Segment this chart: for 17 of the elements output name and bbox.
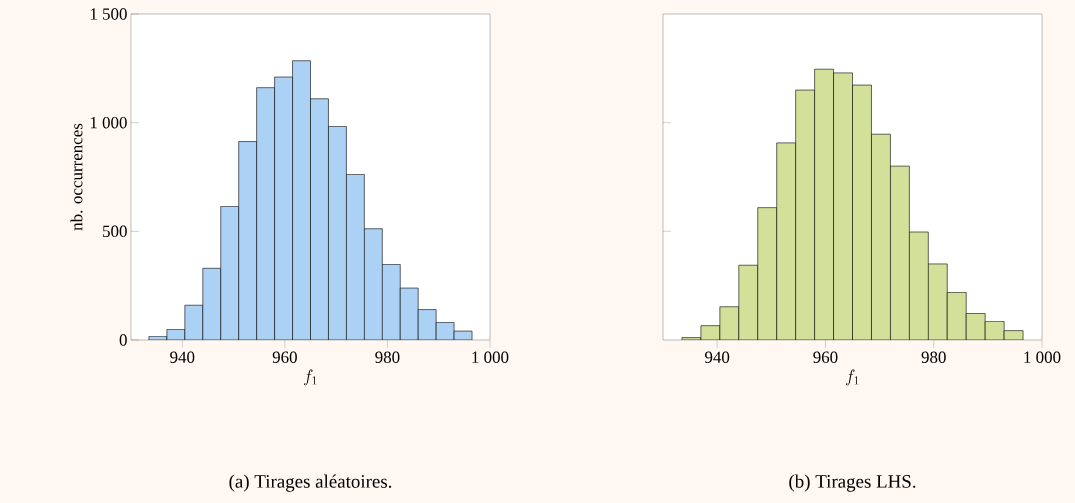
text: (b) Tirages LHS. <box>789 474 916 492</box>
x-axis-title: $f_{1}$ <box>846 369 859 386</box>
y-tick-label: 1 500 <box>90 8 127 20</box>
x-tick-label: 1 000 <box>1024 351 1061 363</box>
x-axis-title: $f_{1}$ <box>304 369 317 386</box>
x-tick-label: 980 <box>375 351 400 363</box>
x-tick-label: 980 <box>921 351 946 363</box>
x-tick-label: 1 000 <box>472 351 509 363</box>
y-tick-label: 0 <box>119 334 127 346</box>
x-tick-label: 940 <box>170 351 195 363</box>
y-axis-title: nb. occurrences <box>70 123 83 231</box>
y-tick-label: 1 000 <box>90 116 127 129</box>
x-tick-label: 940 <box>705 351 730 363</box>
text: (a) Tirages aléatoires. <box>229 474 392 492</box>
x-tick-label: 960 <box>272 351 297 363</box>
y-tick-label: 500 <box>103 225 127 238</box>
x-tick-label: 960 <box>813 351 838 363</box>
